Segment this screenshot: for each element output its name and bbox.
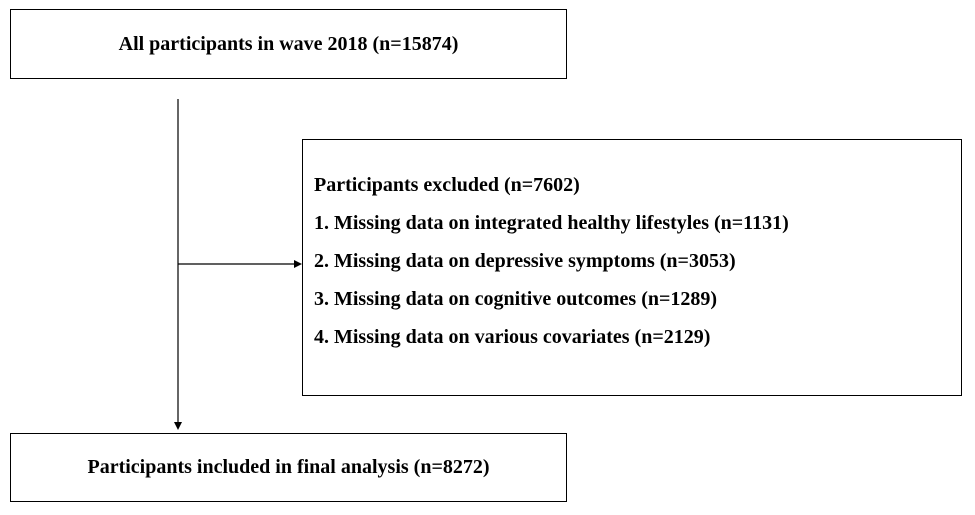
excluded-item-cognitive: 3. Missing data on cognitive outcomes (n… — [314, 288, 718, 310]
excluded-item-depressive: 2. Missing data on depressive symptoms (… — [314, 250, 736, 272]
excluded-item-covariates: 4. Missing data on various covariates (n… — [314, 326, 711, 348]
all-participants-label: All participants in wave 2018 (n=15874) — [118, 32, 459, 55]
participants-excluded-box: Participants excluded (n=7602) 1. Missin… — [302, 139, 962, 396]
final-analysis-label: Participants included in final analysis … — [87, 456, 490, 478]
all-participants-box: All participants in wave 2018 (n=15874) — [10, 9, 567, 79]
exclusion-branch-arrowhead — [294, 260, 302, 268]
excluded-heading: Participants excluded (n=7602) — [314, 174, 580, 196]
main-flow-arrowhead — [174, 422, 182, 430]
excluded-item-lifestyles: 1. Missing data on integrated healthy li… — [314, 212, 789, 234]
final-analysis-box: Participants included in final analysis … — [10, 433, 567, 502]
